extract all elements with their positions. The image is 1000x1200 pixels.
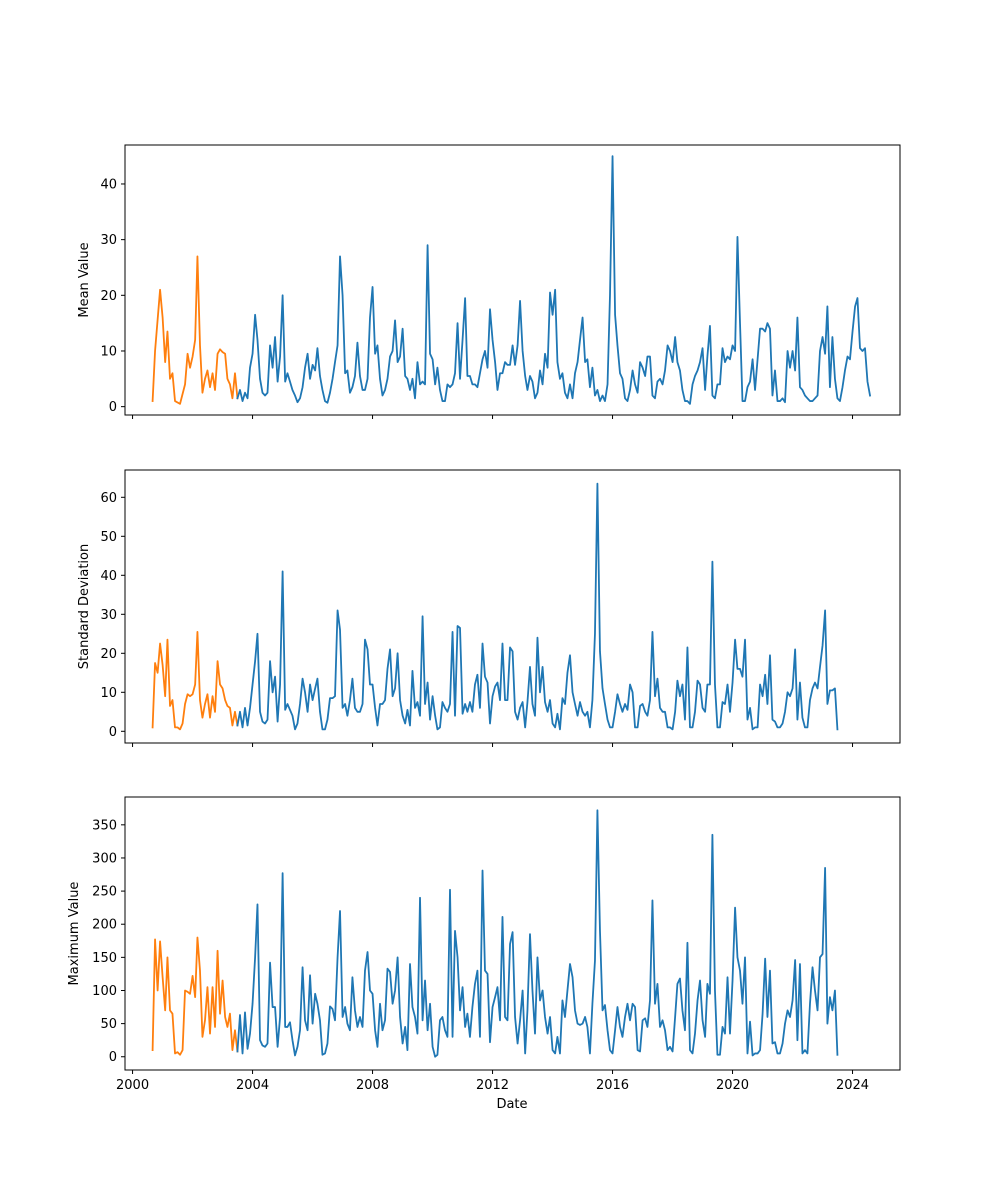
y-tick-label: 30 — [100, 608, 117, 623]
y-tick-label: 60 — [100, 491, 117, 506]
y-axis-label: Mean Value — [77, 242, 92, 317]
y-tick-label: 20 — [100, 647, 117, 662]
y-tick-label: 50 — [100, 530, 117, 545]
y-tick-label: 50 — [100, 1017, 117, 1032]
series-line-blue — [236, 482, 839, 731]
x-axis-label: Date — [496, 1097, 527, 1112]
axes-frame — [124, 796, 901, 1071]
x-tick-label: 2008 — [356, 1078, 389, 1093]
panel-1: 0 10 20 30 40 Mean Value — [77, 144, 901, 419]
panel-2: 0 10 20 30 40 50 60 Standard Deviation — [77, 469, 901, 747]
series-line-blue — [236, 809, 839, 1058]
panels: 0 10 20 30 40 Mean Value 0 10 20 30 40 50 60 Standard… — [67, 144, 901, 1093]
y-axis-label: Maximum Value — [67, 882, 82, 986]
y-tick-label: 40 — [100, 569, 117, 584]
y-tick-label: 200 — [92, 918, 117, 933]
axes-frame — [124, 469, 901, 744]
x-tick-label: 2016 — [596, 1078, 629, 1093]
x-tick-label: 2000 — [116, 1078, 149, 1093]
y-tick-label: 0 — [109, 400, 117, 415]
y-tick-label: 350 — [92, 818, 117, 833]
series-line-blue — [236, 155, 872, 405]
x-tick-label: 2020 — [716, 1078, 749, 1093]
y-tick-label: 0 — [109, 1050, 117, 1065]
y-tick-label: 20 — [100, 289, 117, 304]
y-axis-label: Standard Deviation — [77, 544, 92, 669]
y-tick-label: 300 — [92, 851, 117, 866]
y-tick-label: 250 — [92, 885, 117, 900]
y-tick-label: 30 — [100, 233, 117, 248]
y-tick-label: 100 — [92, 984, 117, 999]
panel-3: 0 50 100 150 200 250 300 350 2000 2004 2008 2012 201… — [67, 796, 901, 1093]
x-tick-label: 2012 — [476, 1078, 509, 1093]
series-line-orange — [151, 630, 239, 731]
x-tick-label: 2004 — [236, 1078, 269, 1093]
x-tick-label: 2024 — [836, 1078, 869, 1093]
axes-frame — [124, 144, 901, 416]
y-tick-label: 40 — [100, 177, 117, 192]
y-tick-label: 10 — [100, 344, 117, 359]
series-line-orange — [151, 255, 239, 405]
y-tick-label: 150 — [92, 951, 117, 966]
series-line-orange — [151, 936, 239, 1056]
y-tick-label: 0 — [109, 725, 117, 740]
y-tick-label: 10 — [100, 686, 117, 701]
